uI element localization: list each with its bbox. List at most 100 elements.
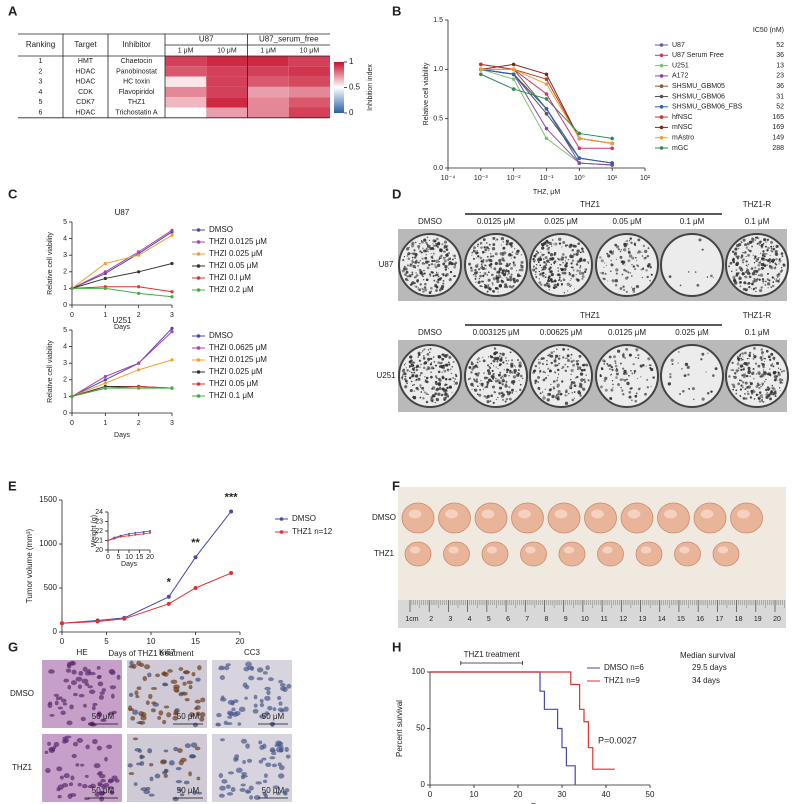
colony (753, 258, 756, 260)
colony (623, 369, 627, 374)
colony (412, 395, 415, 398)
nucleus (99, 691, 105, 695)
colony (497, 291, 499, 293)
colony (636, 378, 638, 380)
colony (550, 361, 553, 365)
colony (735, 262, 739, 267)
colony (631, 256, 635, 260)
colony (735, 389, 738, 392)
ruler-label: 16 (696, 616, 704, 623)
colony (614, 362, 617, 365)
colony (575, 377, 577, 379)
colony (496, 360, 499, 363)
colony (445, 246, 448, 249)
colony (752, 390, 756, 393)
tumor-highlight (737, 509, 750, 519)
colony (763, 264, 767, 267)
heat-cell (206, 76, 248, 87)
colony (471, 254, 473, 256)
legend-label: THZI 0.2 μM (209, 285, 254, 294)
colony (494, 350, 497, 353)
colony (765, 388, 768, 392)
colony (408, 246, 410, 249)
nucleus (245, 661, 252, 667)
colony (493, 267, 497, 271)
colony (503, 369, 505, 371)
data-point (479, 72, 483, 77)
colony (453, 265, 457, 269)
colony (637, 265, 640, 267)
colony (474, 275, 477, 278)
table-cell: Trichostatin A (115, 109, 157, 116)
nucleus (278, 765, 285, 771)
colony (645, 365, 647, 367)
x-tick-label: 0 (70, 420, 74, 427)
nucleus (62, 702, 68, 706)
y-tick-label: 100 (412, 667, 426, 676)
colony (612, 250, 615, 252)
colony (548, 275, 552, 278)
colony (453, 383, 455, 385)
data-point (128, 534, 130, 537)
colony (561, 269, 563, 271)
colony (454, 381, 459, 385)
colony (534, 365, 538, 368)
colony (775, 252, 779, 256)
treatment-label: THZ1 (580, 311, 601, 320)
nucleus (110, 693, 115, 699)
colony (575, 252, 579, 256)
colony (751, 237, 755, 241)
colony (476, 250, 478, 252)
colony (712, 374, 715, 377)
colony (615, 268, 619, 272)
colony (480, 246, 483, 249)
nucleus (48, 701, 53, 705)
data-point (193, 586, 198, 590)
legend-marker (196, 358, 201, 362)
heat-cell (288, 76, 330, 87)
colony (474, 268, 477, 272)
colony (508, 374, 510, 377)
colony (762, 355, 764, 357)
colony (763, 267, 765, 269)
data-point (103, 286, 107, 290)
colony (770, 248, 773, 250)
nucleus (173, 709, 179, 715)
series-line (71, 327, 173, 397)
y-tick-label: 1500 (39, 495, 57, 504)
colony (495, 240, 497, 242)
nucleus (282, 686, 288, 693)
series-line (71, 234, 173, 289)
ruler-label: 2 (429, 616, 433, 623)
colony (535, 250, 538, 253)
data-point (511, 77, 516, 81)
colony (682, 389, 685, 393)
colony (637, 357, 640, 359)
nucleus (269, 747, 276, 753)
table-cell: 2 (39, 68, 43, 75)
colony (408, 376, 412, 380)
table-cell: HC toxin (123, 79, 150, 86)
nucleus (183, 780, 190, 785)
colony (626, 276, 629, 279)
colony (435, 244, 438, 247)
colony (764, 357, 766, 360)
nucleus (54, 700, 59, 706)
nucleus (88, 689, 96, 695)
colony (741, 374, 744, 377)
tumor (620, 502, 654, 534)
colony (775, 263, 778, 266)
colony (416, 259, 418, 261)
colony (411, 260, 415, 264)
nucleus (215, 723, 222, 727)
colony (633, 369, 637, 373)
colony (418, 359, 422, 362)
colony (761, 278, 765, 281)
nucleus (138, 720, 146, 725)
colony (544, 371, 547, 374)
colony (542, 274, 545, 278)
colony (492, 277, 496, 281)
colony (428, 239, 431, 241)
colony (693, 398, 695, 401)
colony (447, 258, 450, 261)
